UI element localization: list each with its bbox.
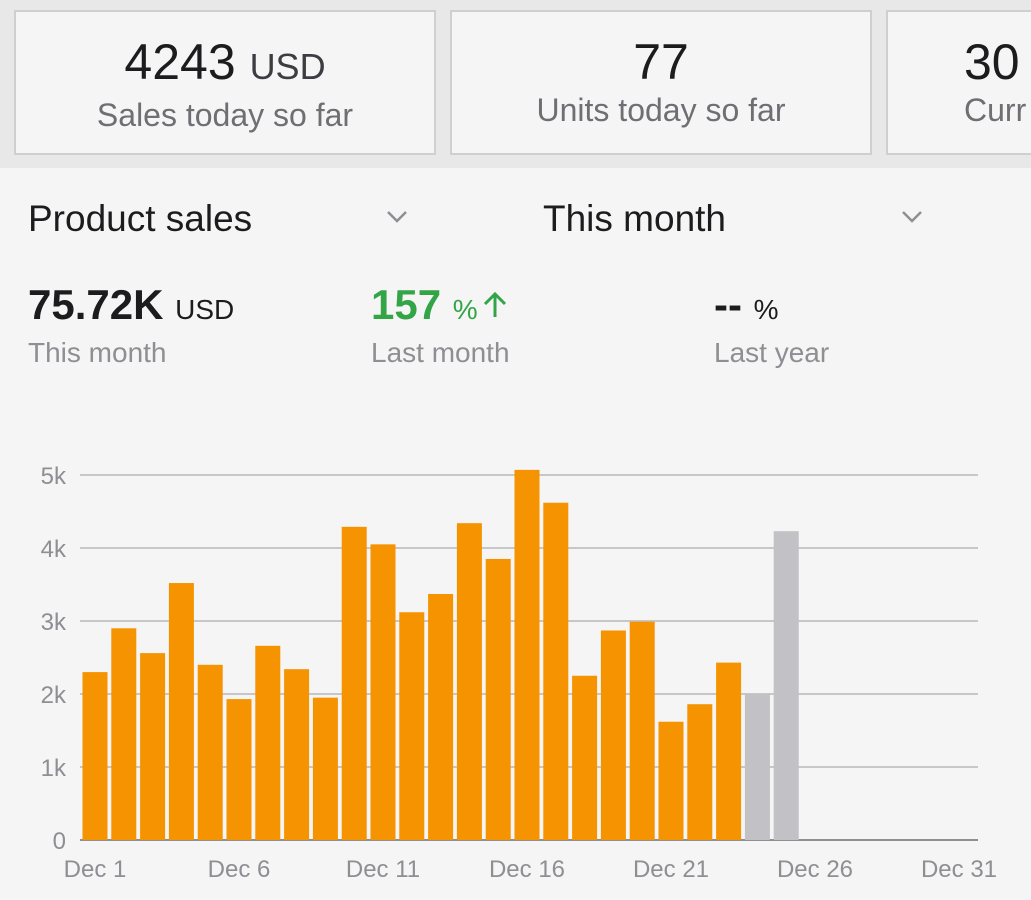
bar [514, 469, 540, 840]
bar [312, 697, 338, 840]
bar [140, 653, 166, 840]
bar [341, 526, 367, 840]
last-month-value: 157 [371, 281, 442, 328]
last-year-value: -- [714, 281, 742, 328]
sales-today-label: Sales today so far [96, 97, 354, 133]
y-tick-label: 0 [53, 828, 66, 855]
x-tick-label: Dec 6 [208, 856, 271, 883]
bar [284, 669, 310, 840]
period-selector[interactable]: This month [543, 198, 726, 240]
x-tick-label: Dec 16 [489, 856, 565, 883]
x-tick-label: Dec 1 [64, 856, 127, 883]
bar [716, 662, 742, 840]
sales-bar-chart: 0 1k 2k 3k 4k 5k Dec 1 Dec 6 Dec 11 Dec 16 Dec 21 D… [41, 463, 997, 883]
bar [226, 699, 252, 840]
y-tick-label: 4k [41, 536, 67, 563]
projected-bar [744, 694, 770, 840]
arrow-up-icon [483, 291, 506, 317]
x-tick-label: Dec 11 [346, 856, 420, 883]
x-tick-label: Dec 26 [777, 856, 853, 883]
chevron-down-icon[interactable] [901, 206, 923, 228]
x-tick-label: Dec 31 [921, 856, 997, 883]
y-tick-label: 2k [41, 682, 67, 709]
y-tick-label: 1k [41, 755, 67, 782]
last-month-label: Last month [371, 337, 510, 368]
this-month-metric: 75.72K USD This month [28, 282, 234, 369]
projected-bar [773, 531, 799, 840]
bar [658, 721, 684, 840]
third-card-label: Curr [964, 92, 1027, 128]
this-month-label: This month [28, 337, 167, 368]
sales-today-card[interactable]: 4243 USD Sales today so far [14, 10, 436, 155]
bar [456, 523, 482, 840]
bar [168, 583, 194, 840]
last-year-metric: -- % Last year [714, 282, 829, 369]
this-month-unit: USD [175, 294, 235, 325]
units-today-card[interactable]: 77 Units today so far [450, 10, 872, 155]
metric-selector-label: Product sales [28, 198, 253, 239]
bar [399, 612, 425, 840]
last-year-label: Last year [714, 337, 830, 368]
bar [600, 630, 626, 840]
bar [485, 558, 511, 840]
last-year-unit: % [753, 294, 779, 325]
bar [572, 675, 598, 840]
last-month-metric: 157 % Last month [371, 282, 510, 369]
units-today-value: 77 [633, 34, 689, 90]
bar [197, 664, 223, 840]
third-card[interactable]: 30 Curr [886, 10, 1031, 155]
metric-selector[interactable]: Product sales [28, 198, 252, 240]
bar [629, 621, 655, 840]
third-card-value: 30 [964, 34, 1020, 90]
sales-today-value: 4243 [124, 34, 236, 90]
period-selector-label: This month [543, 198, 727, 239]
x-tick-label: Dec 21 [633, 856, 709, 883]
bar [428, 593, 454, 840]
last-month-unit: % [452, 294, 478, 325]
bar [370, 544, 396, 840]
units-today-label: Units today so far [536, 92, 786, 128]
chevron-down-icon[interactable] [386, 206, 408, 228]
bar [687, 704, 713, 840]
bar [111, 628, 137, 840]
y-tick-label: 3k [41, 609, 67, 636]
y-tick-label: 5k [41, 463, 67, 490]
sales-today-unit: USD [249, 46, 326, 87]
this-month-value: 75.72K [28, 281, 164, 328]
bar [82, 672, 108, 840]
bar [255, 645, 281, 840]
bar [543, 502, 569, 840]
